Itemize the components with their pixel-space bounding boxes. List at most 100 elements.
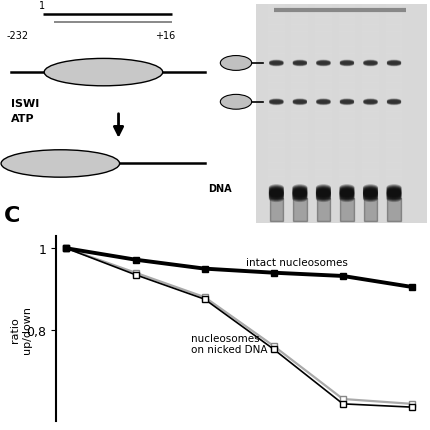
Ellipse shape xyxy=(338,194,354,200)
Bar xyxy=(338,3,354,11)
Ellipse shape xyxy=(386,100,400,104)
Ellipse shape xyxy=(316,63,330,68)
Ellipse shape xyxy=(338,186,354,192)
Ellipse shape xyxy=(362,101,377,106)
Bar xyxy=(291,68,307,77)
Ellipse shape xyxy=(292,62,306,67)
Ellipse shape xyxy=(362,193,377,200)
Ellipse shape xyxy=(339,99,353,103)
Bar xyxy=(314,134,331,141)
Bar xyxy=(291,83,307,91)
Bar xyxy=(314,199,331,206)
FancyBboxPatch shape xyxy=(316,198,329,221)
Text: intact nucleosomes: intact nucleosomes xyxy=(246,257,347,267)
Ellipse shape xyxy=(362,63,377,68)
Ellipse shape xyxy=(44,59,163,86)
Ellipse shape xyxy=(292,60,306,64)
Ellipse shape xyxy=(386,62,400,67)
Ellipse shape xyxy=(386,192,401,199)
Bar xyxy=(267,104,284,113)
Ellipse shape xyxy=(292,61,306,65)
Ellipse shape xyxy=(386,101,400,105)
Ellipse shape xyxy=(316,102,330,106)
Ellipse shape xyxy=(269,61,283,65)
Ellipse shape xyxy=(338,193,354,200)
Bar xyxy=(314,47,331,55)
Ellipse shape xyxy=(386,61,400,65)
Bar xyxy=(338,191,354,200)
Ellipse shape xyxy=(316,100,330,104)
Bar xyxy=(338,112,354,120)
Bar xyxy=(361,199,378,206)
Bar xyxy=(267,148,284,156)
Bar xyxy=(338,47,354,55)
Bar xyxy=(385,206,402,214)
Bar xyxy=(385,163,402,170)
Ellipse shape xyxy=(338,190,354,197)
Ellipse shape xyxy=(339,101,353,105)
Ellipse shape xyxy=(268,196,283,203)
Bar xyxy=(291,11,307,18)
Bar xyxy=(385,199,402,206)
Ellipse shape xyxy=(292,61,306,65)
Bar xyxy=(385,170,402,178)
Ellipse shape xyxy=(338,192,354,199)
Bar xyxy=(291,54,307,62)
Ellipse shape xyxy=(292,188,307,194)
Bar xyxy=(361,112,378,120)
Bar xyxy=(267,184,284,192)
Ellipse shape xyxy=(386,193,401,200)
Bar xyxy=(361,32,378,40)
Ellipse shape xyxy=(316,99,330,103)
Ellipse shape xyxy=(386,99,400,104)
Bar xyxy=(267,18,284,26)
Ellipse shape xyxy=(339,62,353,67)
Ellipse shape xyxy=(269,99,283,103)
Bar xyxy=(291,18,307,26)
Ellipse shape xyxy=(292,99,306,104)
FancyBboxPatch shape xyxy=(339,198,353,221)
Bar xyxy=(338,11,354,18)
Ellipse shape xyxy=(220,95,251,110)
Bar xyxy=(314,191,331,200)
Ellipse shape xyxy=(362,61,377,66)
Ellipse shape xyxy=(316,61,330,65)
Ellipse shape xyxy=(362,61,377,65)
Bar xyxy=(291,32,307,40)
Ellipse shape xyxy=(315,190,330,197)
Bar xyxy=(385,3,402,11)
Bar xyxy=(385,104,402,113)
Bar xyxy=(291,206,307,214)
Bar xyxy=(267,76,284,84)
Bar xyxy=(291,25,307,33)
Ellipse shape xyxy=(338,195,354,202)
Bar xyxy=(338,90,354,98)
Y-axis label: ratio
up/down: ratio up/down xyxy=(10,305,31,353)
Ellipse shape xyxy=(362,188,377,194)
Bar xyxy=(267,112,284,120)
Bar xyxy=(385,184,402,192)
Bar xyxy=(314,54,331,62)
Bar xyxy=(314,32,331,40)
Ellipse shape xyxy=(292,63,306,68)
Bar xyxy=(267,61,284,69)
Ellipse shape xyxy=(315,192,330,199)
Bar xyxy=(314,170,331,178)
Ellipse shape xyxy=(386,99,400,103)
Bar xyxy=(314,98,331,105)
Ellipse shape xyxy=(386,190,401,197)
Ellipse shape xyxy=(268,189,283,195)
Bar xyxy=(338,18,354,26)
Ellipse shape xyxy=(269,102,283,106)
Bar xyxy=(267,119,284,127)
Bar xyxy=(314,68,331,77)
Ellipse shape xyxy=(386,101,400,106)
Ellipse shape xyxy=(316,62,330,66)
Text: DNA: DNA xyxy=(208,184,231,194)
Ellipse shape xyxy=(386,189,401,195)
Ellipse shape xyxy=(316,61,330,66)
Ellipse shape xyxy=(338,188,354,194)
Ellipse shape xyxy=(315,194,330,200)
Ellipse shape xyxy=(316,101,330,106)
Ellipse shape xyxy=(339,61,353,65)
